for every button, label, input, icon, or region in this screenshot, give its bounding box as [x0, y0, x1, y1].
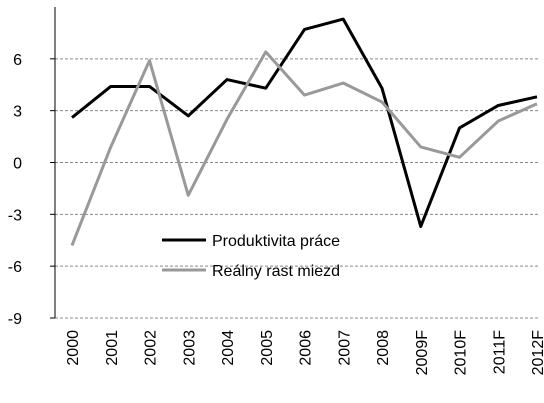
- x-tick-label: 2012F: [530, 330, 544, 376]
- x-tick-label: 2008: [375, 330, 392, 366]
- x-tick-label: 2003: [181, 330, 198, 366]
- x-tick-label: 2009F: [414, 330, 431, 376]
- x-tick-label: 2002: [143, 330, 160, 366]
- legend-label: Reálny rast miezd: [212, 263, 340, 280]
- y-tick-label: -9: [8, 311, 22, 328]
- x-tick-label: 2004: [220, 330, 237, 366]
- y-tick-label: -3: [8, 207, 22, 224]
- x-tick-label: 2005: [259, 330, 276, 366]
- y-tick-label: 6: [13, 52, 22, 69]
- x-tick-label: 2000: [65, 330, 82, 366]
- x-tick-label: 2001: [104, 330, 121, 366]
- x-tick-label: 2007: [336, 330, 353, 366]
- y-tick-label: 0: [13, 156, 22, 173]
- series-line: [71, 17, 538, 228]
- x-tick-label: 2011F: [491, 330, 508, 374]
- x-tick-label: 2006: [298, 330, 315, 366]
- y-tick-label: 3: [13, 104, 22, 121]
- legend-label: Produktivita práce: [212, 233, 340, 250]
- series-line: [70, 50, 538, 246]
- y-tick-label: -6: [8, 259, 22, 276]
- x-tick-label: 2010F: [453, 330, 470, 376]
